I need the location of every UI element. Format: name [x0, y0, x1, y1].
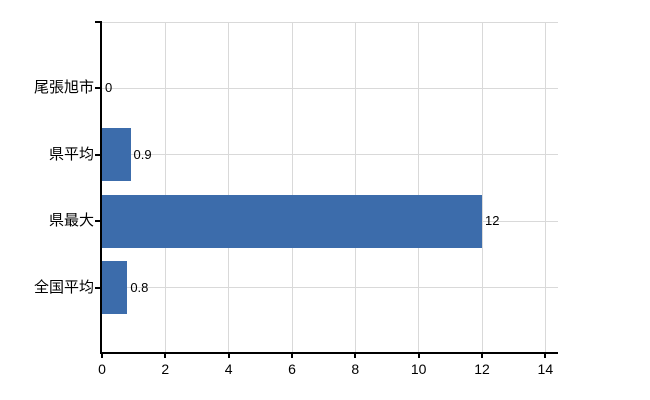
x-gridline — [544, 22, 546, 352]
row-gridline — [102, 287, 558, 289]
x-gridline — [354, 22, 356, 352]
x-axis-tick — [481, 352, 483, 358]
x-tick-label: 12 — [474, 361, 490, 377]
category-label: 県最大 — [48, 212, 94, 230]
value-label: 12 — [485, 213, 500, 229]
x-axis-tick — [101, 352, 103, 358]
bar — [102, 128, 131, 182]
x-axis-tick — [544, 352, 547, 358]
value-label: 0 — [105, 80, 113, 96]
category-label: 全国平均 — [33, 278, 94, 296]
y-axis-tick — [95, 220, 102, 223]
x-tick-label: 4 — [224, 361, 233, 377]
category-label: 尾張旭市 — [33, 79, 94, 97]
y-axis-tick — [95, 21, 102, 23]
plot-area — [102, 22, 558, 352]
bar — [102, 261, 128, 315]
x-axis-tick — [291, 352, 293, 358]
value-label: 0.8 — [130, 279, 149, 295]
row-gridline — [102, 87, 558, 89]
x-gridline — [481, 22, 483, 352]
bar — [102, 194, 482, 248]
value-label: 0.9 — [133, 146, 152, 162]
x-tick-label: 8 — [351, 361, 360, 377]
y-axis-tick — [95, 87, 102, 90]
y-axis-tick — [95, 153, 102, 156]
x-gridline — [164, 22, 166, 352]
row-gridline — [102, 154, 558, 156]
x-axis-line — [100, 352, 558, 354]
x-tick-label: 6 — [288, 361, 296, 377]
x-gridline — [291, 22, 293, 352]
x-tick-label: 14 — [537, 361, 554, 377]
x-axis-tick — [227, 352, 230, 358]
plot-top-border — [102, 22, 558, 23]
x-gridline — [418, 22, 420, 352]
x-gridline — [228, 22, 230, 352]
x-axis-tick — [417, 352, 420, 358]
x-tick-label: 10 — [410, 361, 427, 377]
y-axis-tick — [95, 286, 102, 289]
x-tick-label: 0 — [98, 361, 106, 377]
y-axis-line — [100, 21, 102, 352]
category-label: 県平均 — [48, 145, 94, 163]
x-axis-tick — [164, 352, 167, 358]
x-axis-tick — [354, 352, 357, 358]
x-tick-label: 2 — [161, 361, 170, 377]
